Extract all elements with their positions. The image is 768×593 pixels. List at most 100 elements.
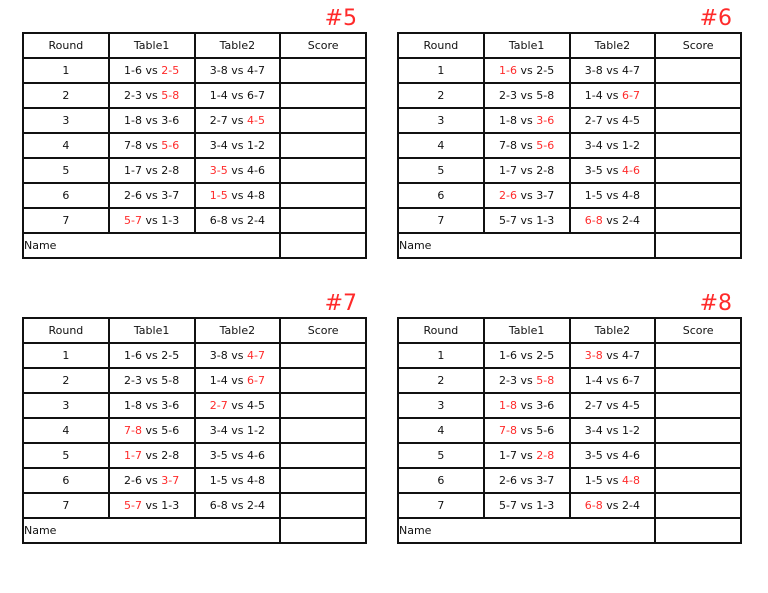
score-cell[interactable]	[279, 132, 367, 159]
score-cell[interactable]	[279, 392, 367, 419]
team-pair: 5-7	[124, 214, 142, 227]
team-pair: 5-6	[161, 139, 180, 152]
match-cell: 2-6 vs 3-7	[107, 467, 196, 494]
vs-label: vs	[520, 374, 533, 387]
vs-label: vs	[606, 164, 619, 177]
name-field[interactable]: Name	[396, 232, 657, 259]
score-cell[interactable]	[654, 467, 742, 494]
vs-label: vs	[145, 474, 158, 487]
column-header: Round	[397, 32, 485, 59]
vs-label: vs	[145, 399, 158, 412]
match-cell: 1-6 vs 2-5	[482, 342, 571, 369]
match-cell: 6-8 vs 2-4	[568, 207, 657, 234]
vs-label: vs	[606, 474, 619, 487]
header-row: Round Table1 Table2 Score	[22, 32, 367, 59]
match-cell: 3-5 vs 4-6	[193, 442, 282, 469]
vs-label: vs	[145, 114, 158, 127]
round-cell: 6	[22, 467, 110, 494]
vs-label: vs	[520, 164, 533, 177]
score-sheet: #7 Round Table1 Table2 Score 1 1-6 vs 2-5 3-8 v…	[21, 291, 367, 544]
column-header: Table1	[107, 317, 196, 344]
score-cell[interactable]	[279, 342, 367, 369]
score-cell[interactable]	[654, 157, 742, 184]
match-cell: 1-4 vs 6-7	[568, 82, 657, 109]
match-cell: 2-7 vs 4-5	[568, 392, 657, 419]
match-cell: 2-3 vs 5-8	[107, 367, 196, 394]
vs-label: vs	[231, 374, 244, 387]
score-sheet: #6 Round Table1 Table2 Score 1 1-6 vs 2-5 3-8 v…	[396, 6, 742, 259]
score-cell[interactable]	[279, 367, 367, 394]
column-header: Score	[654, 32, 742, 59]
name-field[interactable]: Name	[21, 232, 282, 259]
team-pair: 5-6	[536, 424, 555, 437]
team-pair: 6-8	[584, 499, 603, 512]
round-cell: 1	[22, 342, 110, 369]
total-score-cell[interactable]	[654, 232, 742, 259]
table-row: 4 7-8 vs 5-6 3-4 vs 1-2	[22, 417, 367, 444]
vs-label: vs	[606, 499, 619, 512]
total-score-cell[interactable]	[654, 517, 742, 544]
score-cell[interactable]	[279, 107, 367, 134]
score-cell[interactable]	[279, 57, 367, 84]
vs-label: vs	[606, 449, 619, 462]
vs-label: vs	[606, 349, 619, 362]
score-cell[interactable]	[279, 207, 367, 234]
column-header: Table2	[193, 317, 282, 344]
score-cell[interactable]	[654, 392, 742, 419]
team-pair: 4-6	[622, 164, 640, 177]
score-cell[interactable]	[654, 132, 742, 159]
score-cell[interactable]	[654, 107, 742, 134]
score-cell[interactable]	[279, 467, 367, 494]
table-row: 6 2-6 vs 3-7 1-5 vs 4-8	[22, 467, 367, 494]
score-cell[interactable]	[654, 57, 742, 84]
vs-label: vs	[231, 399, 244, 412]
score-cell[interactable]	[279, 157, 367, 184]
round-cell: 4	[397, 132, 485, 159]
score-cell[interactable]	[654, 442, 742, 469]
team-pair: 5-7	[124, 499, 142, 512]
team-pair: 2-8	[536, 449, 555, 462]
round-cell: 3	[397, 107, 485, 134]
total-score-cell[interactable]	[279, 517, 367, 544]
score-cell[interactable]	[654, 492, 742, 519]
header-row: Round Table1 Table2 Score	[397, 317, 742, 344]
team-pair: 6-7	[622, 89, 640, 102]
score-cell[interactable]	[279, 492, 367, 519]
match-cell: 1-5 vs 4-8	[568, 467, 657, 494]
team-pair: 2-8	[161, 164, 180, 177]
team-pair: 5-8	[161, 374, 180, 387]
column-header: Table1	[107, 32, 196, 59]
vs-label: vs	[606, 64, 619, 77]
table-row: 2 2-3 vs 5-8 1-4 vs 6-7	[397, 367, 742, 394]
score-cell[interactable]	[279, 82, 367, 109]
team-pair: 3-5	[209, 449, 228, 462]
score-cell[interactable]	[279, 182, 367, 209]
team-pair: 7-8	[499, 139, 517, 152]
score-cell[interactable]	[279, 442, 367, 469]
total-score-cell[interactable]	[279, 232, 367, 259]
round-cell: 7	[22, 207, 110, 234]
name-field[interactable]: Name	[21, 517, 282, 544]
score-cell[interactable]	[654, 417, 742, 444]
match-cell: 1-7 vs 2-8	[482, 157, 571, 184]
score-cell[interactable]	[654, 182, 742, 209]
match-cell: 7-8 vs 5-6	[482, 132, 571, 159]
team-pair: 2-6	[124, 474, 142, 487]
score-cell[interactable]	[279, 417, 367, 444]
round-cell: 4	[397, 417, 485, 444]
score-cell[interactable]	[654, 82, 742, 109]
match-cell: 1-7 vs 2-8	[107, 442, 196, 469]
team-pair: 3-4	[584, 139, 603, 152]
round-cell: 5	[22, 157, 110, 184]
match-cell: 1-6 vs 2-5	[107, 57, 196, 84]
vs-label: vs	[520, 474, 533, 487]
team-pair: 3-8	[584, 64, 603, 77]
round-cell: 6	[22, 182, 110, 209]
score-cell[interactable]	[654, 342, 742, 369]
match-cell: 1-8 vs 3-6	[107, 392, 196, 419]
vs-label: vs	[520, 214, 533, 227]
score-cell[interactable]	[654, 207, 742, 234]
team-pair: 2-7	[209, 399, 228, 412]
name-field[interactable]: Name	[396, 517, 657, 544]
score-cell[interactable]	[654, 367, 742, 394]
